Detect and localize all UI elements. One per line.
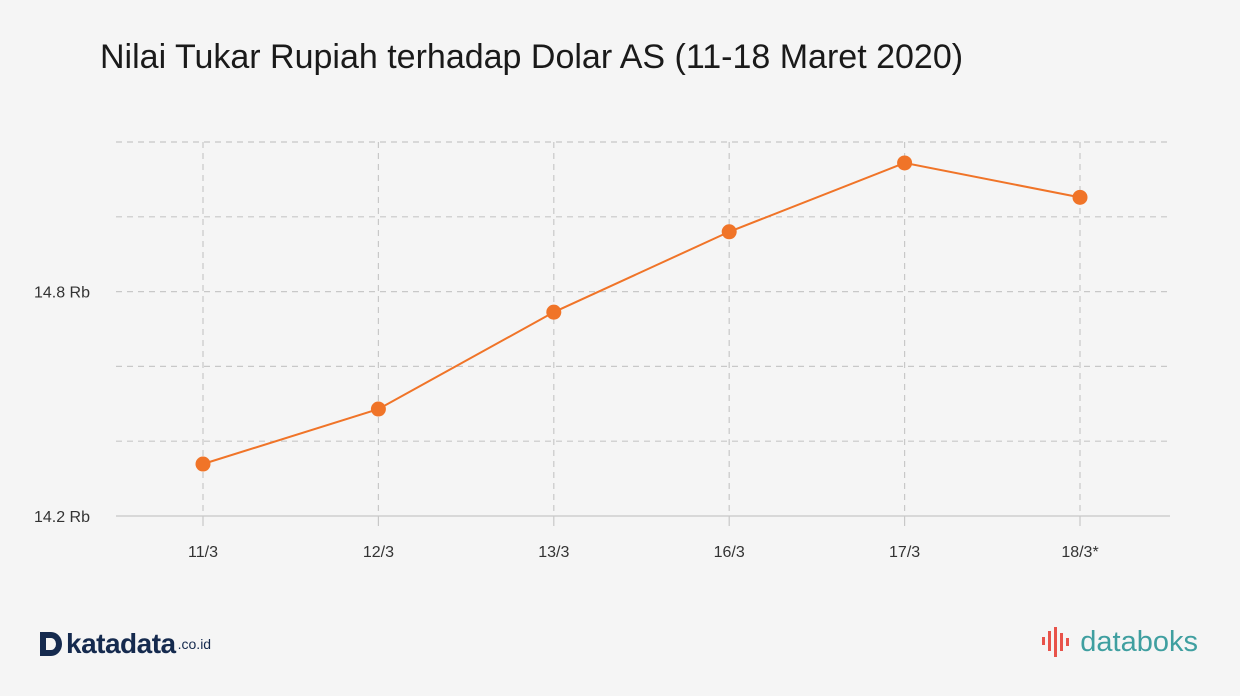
x-tick-label: 12/3	[363, 544, 394, 561]
y-tick-label: 14.8 Rb	[34, 285, 90, 302]
databoks-name: databoks	[1080, 625, 1198, 658]
x-tick-label: 16/3	[714, 544, 745, 561]
x-tick-label: 18/3*	[1061, 544, 1098, 561]
katadata-name: katadata	[66, 628, 176, 659]
x-gridlines	[202, 142, 1081, 516]
x-tick-label: 11/3	[188, 544, 218, 561]
y-tick-label: 14.2 Rb	[34, 509, 90, 526]
x-tick-marks	[202, 516, 1081, 526]
databoks-logo-icon	[1042, 627, 1070, 657]
x-tick-labels: 11/3 12/3 13/3 16/3 17/3 18/3*	[188, 544, 1099, 561]
data-point[interactable]	[546, 304, 562, 320]
databoks-brand: databoks	[1040, 624, 1198, 660]
y-gridlines	[116, 141, 1170, 442]
chart-title: Nilai Tukar Rupiah terhadap Dolar AS (11…	[100, 38, 964, 76]
data-point[interactable]	[897, 155, 913, 171]
data-point[interactable]	[721, 224, 737, 240]
data-point[interactable]	[370, 401, 386, 417]
x-tick-label: 13/3	[538, 544, 569, 561]
y-tick-labels: 14.2 Rb 14.8 Rb	[34, 285, 90, 526]
katadata-logo-icon	[40, 632, 62, 656]
series-layer	[195, 155, 1088, 472]
data-point[interactable]	[195, 456, 211, 472]
data-point[interactable]	[1072, 189, 1088, 205]
series-line	[202, 161, 1081, 465]
x-tick-label: 17/3	[889, 544, 920, 561]
katadata-brand: katadata .co.id	[40, 622, 211, 662]
katadata-domain: .co.id	[177, 636, 212, 652]
